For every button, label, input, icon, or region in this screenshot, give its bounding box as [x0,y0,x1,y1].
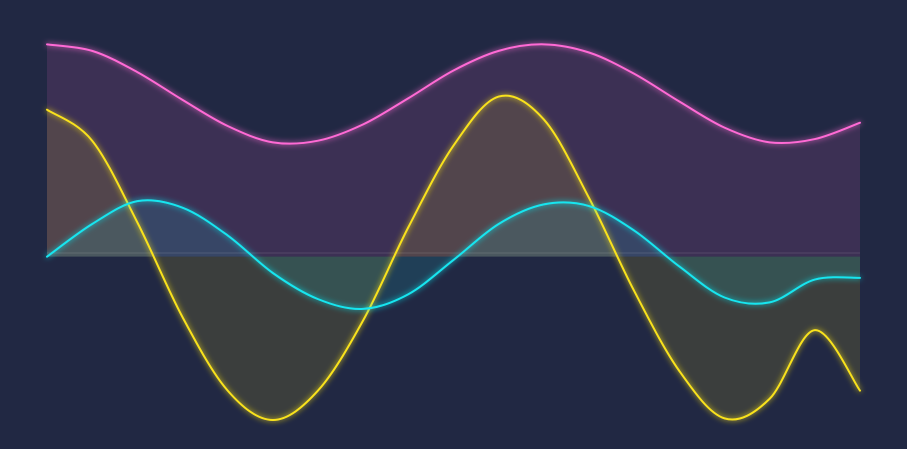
data-point-yellow-12 [588,197,590,199]
data-point-yellow-10 [498,96,500,98]
data-point-cyan-7 [362,308,364,310]
data-point-yellow-6 [317,390,319,392]
data-point-pink-12 [588,52,590,54]
data-point-pink-15 [724,127,726,129]
data-point-cyan-0 [46,256,48,258]
data-point-cyan-12 [588,205,590,207]
data-point-cyan-11 [543,203,545,205]
data-point-cyan-16 [769,301,771,303]
data-point-cyan-13 [633,230,635,232]
data-point-yellow-3 [182,316,184,318]
data-point-cyan-9 [453,259,455,261]
series-line-cyan [46,199,861,310]
data-point-cyan-17 [814,279,816,281]
data-point-cyan-14 [678,265,680,267]
data-point-yellow-8 [407,226,409,228]
data-point-cyan-6 [317,298,319,300]
data-point-yellow-14 [678,370,680,372]
data-point-cyan-5 [272,272,274,274]
data-point-pink-0 [46,43,48,45]
data-point-pink-14 [678,101,680,103]
data-point-yellow-5 [272,419,274,421]
area-fill-yellow [47,95,860,420]
data-point-yellow-16 [769,398,771,400]
series-line-yellow [46,94,861,422]
data-point-yellow-11 [543,118,545,120]
data-point-cyan-3 [182,207,184,209]
data-point-cyan-18 [859,277,861,279]
data-point-yellow-0 [46,109,48,111]
data-point-pink-5 [272,141,274,143]
data-point-pink-11 [543,43,545,45]
data-point-yellow-13 [633,290,635,292]
data-point-pink-9 [453,69,455,71]
data-point-pink-8 [407,97,409,99]
data-point-cyan-8 [407,293,409,295]
data-point-cyan-4 [227,234,229,236]
data-point-yellow-18 [859,390,861,392]
data-point-cyan-10 [498,223,500,225]
data-point-yellow-15 [724,417,726,419]
data-point-pink-6 [317,140,319,142]
data-point-yellow-17 [814,329,816,331]
data-point-cyan-1 [91,223,93,225]
data-point-pink-17 [814,138,816,140]
data-point-pink-1 [91,50,93,52]
data-point-pink-2 [136,71,138,73]
area-fill-pink [47,44,860,257]
data-point-cyan-2 [136,200,138,202]
data-point-yellow-2 [136,221,138,223]
data-point-cyan-15 [724,297,726,299]
data-point-yellow-4 [227,390,229,392]
data-point-pink-16 [769,141,771,143]
data-point-pink-13 [633,73,635,75]
data-point-pink-3 [182,99,184,101]
data-point-pink-18 [859,122,861,124]
data-point-pink-10 [498,50,500,52]
data-point-yellow-1 [91,140,93,142]
series-lines [46,43,861,422]
series-line-pink [46,43,861,145]
data-point-yellow-9 [453,145,455,147]
data-point-pink-4 [227,125,229,127]
data-point-pink-7 [362,123,364,125]
data-point-yellow-7 [362,319,364,321]
